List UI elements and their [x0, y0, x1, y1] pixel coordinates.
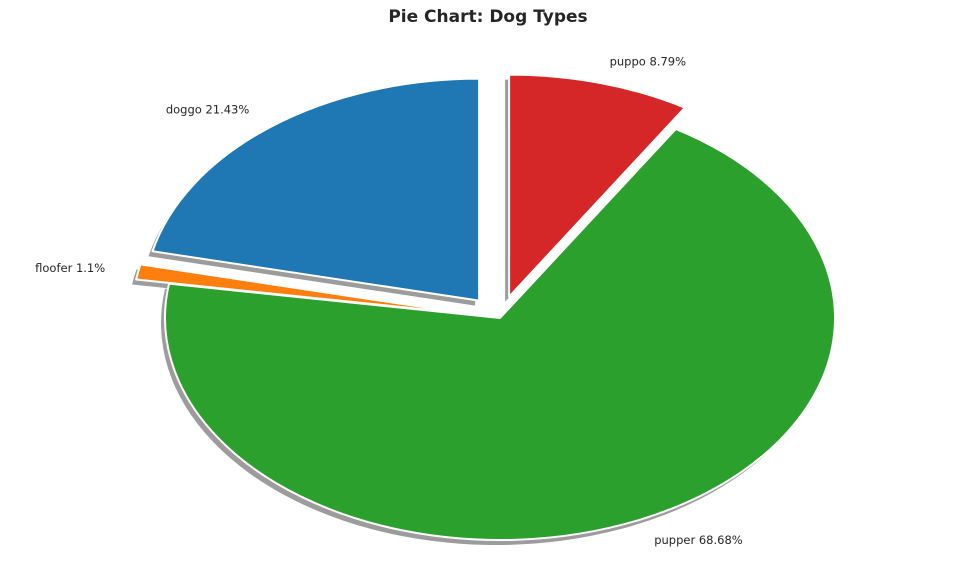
slices — [135, 73, 836, 542]
pie-slice-pupper — [164, 128, 836, 542]
chart-title: Pie Chart: Dog Types — [388, 7, 587, 27]
slice-label-doggo: doggo 21.43% — [166, 103, 250, 117]
pie-slice-puppo — [508, 73, 686, 298]
slice-label-puppo: puppo 8.79% — [610, 55, 686, 69]
pie-slice-floofer — [135, 263, 469, 315]
pie-slice-doggo — [151, 77, 481, 302]
slice-labels: doggo 21.43% floofer 1.1% pupper 68.68% pup… — [35, 55, 743, 547]
slice-label-pupper: pupper 68.68% — [654, 533, 743, 547]
slice-label-floofer: floofer 1.1% — [35, 261, 105, 275]
